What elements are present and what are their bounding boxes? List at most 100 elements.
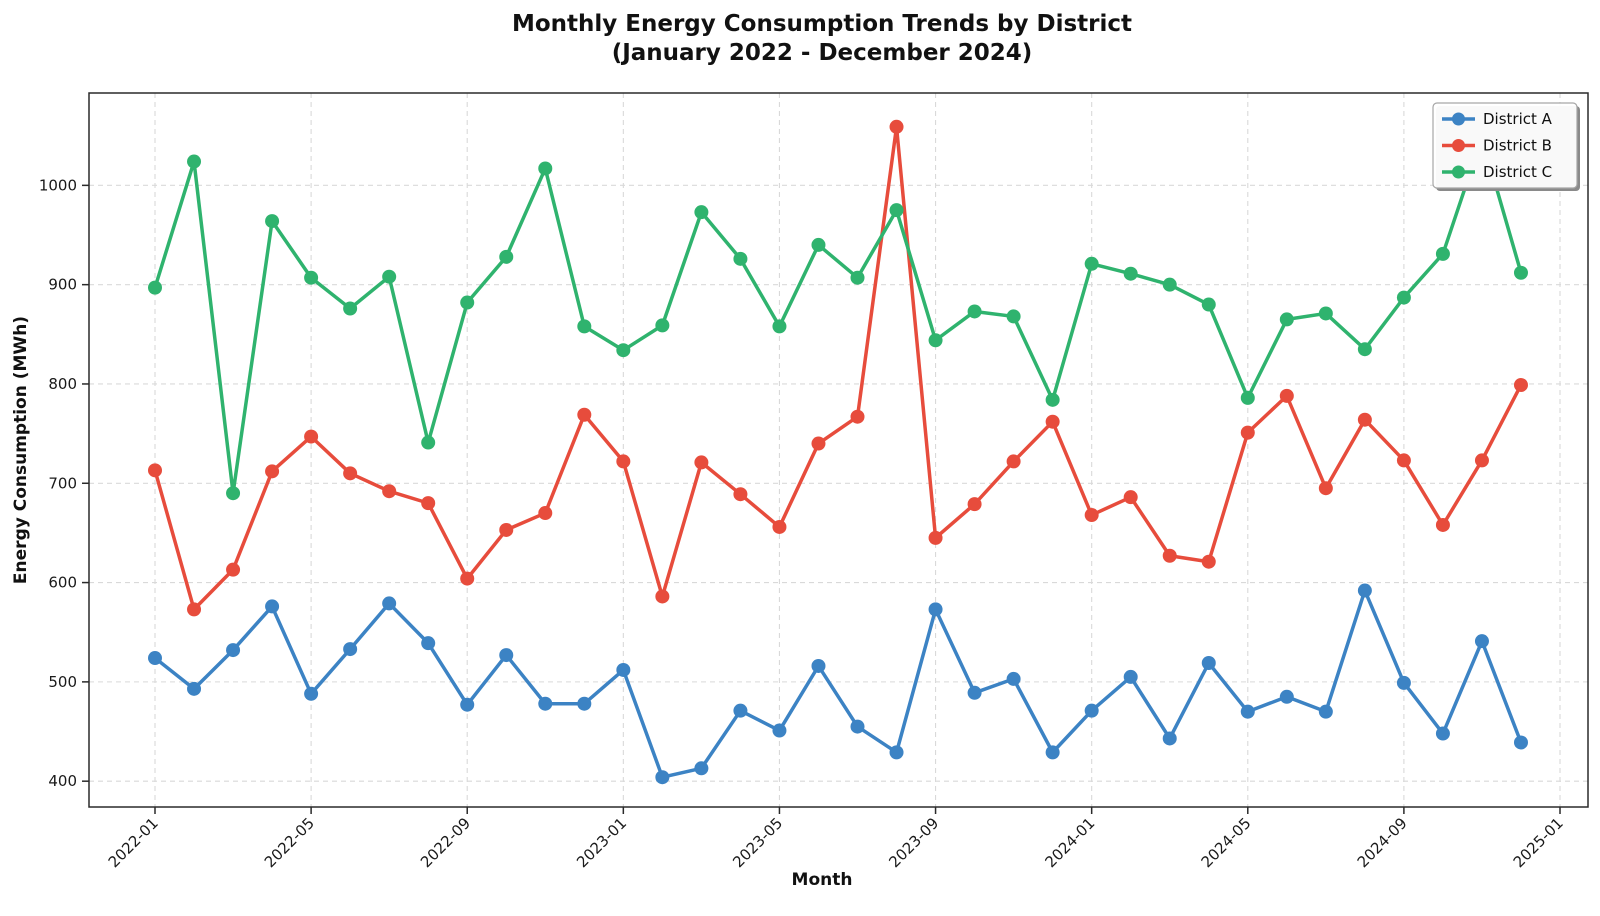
data-point-district-a	[928, 602, 943, 617]
legend: District A District B District C	[1432, 102, 1580, 191]
data-point-district-c	[382, 269, 397, 284]
data-point-district-b	[1201, 554, 1216, 569]
data-point-district-c	[421, 435, 436, 450]
data-point-district-a	[460, 697, 475, 712]
x-tick-label: 2025-01	[1510, 814, 1567, 871]
series-district-c	[148, 130, 1528, 501]
data-point-district-a	[733, 703, 748, 718]
data-point-district-c	[889, 203, 904, 218]
data-point-district-c	[811, 237, 826, 252]
data-point-district-b	[538, 506, 553, 521]
chart-title-line1: Monthly Energy Consumption Trends by Dis…	[512, 11, 1132, 37]
data-point-district-b	[889, 119, 904, 134]
data-point-district-a	[1084, 703, 1099, 718]
data-point-district-a	[772, 723, 787, 738]
data-point-district-c	[343, 301, 358, 316]
y-tick-label: 400	[48, 772, 77, 790]
data-point-district-a	[694, 761, 709, 776]
data-point-district-a	[1240, 704, 1255, 719]
x-tick-label: 2022-09	[417, 814, 474, 871]
data-point-district-a	[421, 636, 436, 651]
data-point-district-a	[811, 658, 826, 673]
data-point-district-b	[1357, 412, 1372, 427]
data-point-district-c	[1279, 312, 1294, 327]
data-point-district-b	[343, 466, 358, 481]
data-point-district-c	[1513, 265, 1528, 280]
data-point-district-b	[460, 571, 475, 586]
data-point-district-c	[226, 486, 241, 501]
data-point-district-c	[1123, 266, 1138, 281]
data-point-district-a	[655, 770, 670, 785]
data-point-district-a	[889, 745, 904, 760]
data-point-district-b	[382, 484, 397, 499]
x-tick-label: 2023-05	[729, 814, 786, 871]
data-point-district-c	[733, 251, 748, 266]
data-point-district-c	[1357, 342, 1372, 357]
data-point-district-b	[1318, 481, 1333, 496]
data-point-district-a	[382, 596, 397, 611]
data-point-district-a	[1396, 675, 1411, 690]
data-point-district-a	[226, 643, 241, 658]
y-tick-label: 500	[48, 673, 77, 691]
data-point-district-c	[265, 214, 280, 229]
data-point-district-b	[577, 407, 592, 422]
data-point-district-b	[304, 429, 319, 444]
data-point-district-a	[1474, 634, 1489, 649]
data-point-district-a	[304, 686, 319, 701]
line-district-a	[153, 588, 1523, 779]
data-point-district-c	[616, 343, 631, 358]
data-point-district-b	[967, 497, 982, 512]
legend-marker-district-b	[1452, 139, 1465, 152]
data-point-district-c	[187, 154, 202, 169]
data-point-district-b	[1045, 414, 1060, 429]
x-tick-label: 2024-05	[1198, 814, 1255, 871]
data-point-district-a	[850, 719, 865, 734]
data-point-district-b	[616, 454, 631, 469]
legend-box	[1432, 102, 1578, 189]
data-point-district-a	[577, 696, 592, 711]
data-point-district-b	[265, 464, 280, 479]
data-point-district-b	[148, 463, 162, 478]
data-point-district-c	[577, 319, 592, 334]
y-tick-label: 600	[48, 574, 77, 592]
x-tick-label: 2022-05	[261, 814, 318, 871]
data-point-district-a	[1045, 745, 1060, 760]
y-tick-label: 700	[48, 474, 77, 492]
data-point-district-c	[460, 295, 475, 310]
series-layer	[148, 119, 1528, 785]
data-point-district-b	[733, 487, 748, 502]
data-point-district-b	[421, 496, 436, 511]
data-point-district-b	[928, 530, 943, 545]
y-axis-label: Energy Consumption (MWh)	[11, 316, 31, 584]
data-point-district-a	[148, 651, 162, 666]
data-point-district-c	[772, 319, 787, 334]
legend-marker-district-a	[1452, 112, 1465, 126]
data-point-district-a	[1201, 656, 1216, 671]
data-point-district-c	[1045, 392, 1060, 407]
data-point-district-a	[1513, 735, 1528, 750]
data-point-district-c	[1318, 306, 1333, 321]
data-point-district-b	[1279, 388, 1294, 403]
y-tick-label: 800	[48, 375, 77, 393]
data-point-district-c	[1201, 297, 1216, 312]
data-point-district-b	[1513, 377, 1528, 392]
data-point-district-b	[1084, 508, 1099, 523]
chart-title-line2: (January 2022 - December 2024)	[612, 40, 1033, 66]
legend-marker-district-c	[1452, 165, 1465, 179]
y-tick-label: 1000	[39, 176, 77, 194]
data-point-district-c	[655, 318, 670, 333]
y-tick-label: 900	[48, 276, 77, 294]
data-point-district-b	[694, 455, 709, 470]
data-point-district-b	[226, 562, 241, 577]
data-point-district-c	[694, 205, 709, 220]
line-district-b	[153, 125, 1523, 612]
legend-label-district-a: District A	[1483, 110, 1553, 128]
data-point-district-a	[1279, 689, 1294, 704]
data-point-district-a	[1006, 671, 1021, 686]
data-point-district-c	[850, 270, 865, 285]
data-point-district-c	[1435, 246, 1450, 261]
data-point-district-b	[499, 522, 514, 537]
data-point-district-c	[538, 161, 553, 176]
